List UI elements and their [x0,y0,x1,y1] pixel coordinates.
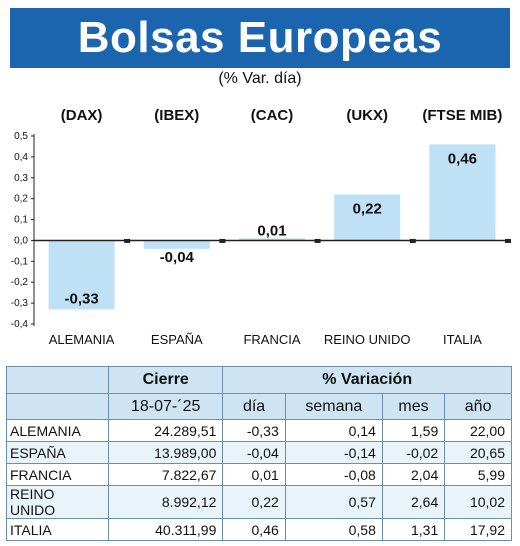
x-category-label: ITALIA [443,332,482,347]
y-tick-label: -0,1 [11,256,29,267]
row-anio: 20,65 [444,441,512,464]
bar-value-label: -0,04 [160,249,195,266]
bar [334,194,401,241]
row-mes: 2,04 [381,463,446,486]
row-anio: 17,92 [444,518,512,541]
row-name: ITALIA [6,518,109,541]
row-name: FRANCIA [6,463,109,486]
x-category-label: ESPAÑA [151,332,203,347]
zero-line-separator [505,238,511,243]
table-row: ESPAÑA 13.989,00 -0,04 -0,14 -0,02 20,65 [6,441,512,464]
row-cierre: 7.822,67 [107,463,224,486]
bar [48,240,115,310]
row-cierre: 40.311,99 [107,518,224,541]
header-empty-cell [6,393,109,420]
y-tick-label: -0,3 [11,298,29,309]
header-empty-cell [6,366,109,394]
bar [239,238,305,241]
y-tick-label: 0,4 [14,152,28,163]
row-semana: -0,08 [284,463,383,486]
bar-value-label: 0,22 [353,200,382,217]
y-tick-label: -0,4 [11,319,29,330]
row-semana: -0,14 [284,441,383,464]
zero-line-separator [219,238,226,243]
row-semana: 0,14 [284,419,383,442]
index-label: (FTSE MIB) [422,107,502,124]
y-tick-label: 0,2 [14,194,28,205]
row-name: ALEMANIA [6,419,109,442]
bar-value-label: 0,01 [257,222,286,239]
row-cierre: 13.989,00 [107,441,224,464]
table-header-row-2: 18-07-´25 día semana mes año [6,393,512,420]
row-mes: 1,31 [381,518,446,541]
y-tick-label: 0,5 [14,131,28,142]
bar [429,144,496,241]
row-name: REINO UNIDO [6,485,109,519]
header-fecha: 18-07-´25 [107,393,224,420]
bar [143,240,210,249]
row-anio: 5,99 [444,463,512,486]
table-row: FRANCIA 7.822,67 0,01 -0,08 2,04 5,99 [6,463,512,486]
x-category-label: ALEMANIA [49,332,115,347]
row-anio: 22,00 [444,419,512,442]
table-row: ITALIA 40.311,99 0,46 0,58 1,31 17,92 [6,518,512,541]
header-anio: año [444,393,512,420]
y-tick-label: -0,2 [11,277,29,288]
header-cierre: Cierre [107,366,224,394]
row-dia: -0,33 [222,419,286,442]
row-mes: 2,64 [381,485,446,519]
table-row: REINO UNIDO 8.992,12 0,22 0,57 2,64 10,0… [6,485,512,519]
table-row: ALEMANIA 24.289,51 -0,33 0,14 1,59 22,00 [6,419,512,442]
header-mes: mes [381,393,446,420]
y-tick-label: 0,0 [14,235,28,246]
zero-line-separator [409,238,416,243]
row-anio: 10,02 [444,485,512,519]
table-header-row-1: Cierre % Variación [6,366,512,394]
x-category-label: FRANCIA [243,332,300,347]
index-label: (IBEX) [154,107,199,124]
zero-line-separator [314,238,321,243]
row-cierre: 8.992,12 [107,485,224,519]
index-label: (CAC) [251,107,294,124]
row-name: ESPAÑA [6,441,109,464]
x-category-label: REINO UNIDO [324,332,411,347]
row-mes: -0,02 [381,441,446,464]
row-dia: 0,01 [222,463,286,486]
index-table: Cierre % Variación 18-07-´25 día semana … [6,366,512,541]
row-mes: 1,59 [381,419,446,442]
header-variacion: % Variación [222,366,512,394]
index-label: (UKX) [346,107,388,124]
row-dia: 0,22 [222,485,286,519]
y-tick-label: 0,3 [14,173,28,184]
bar-value-label: 0,46 [448,150,477,167]
chart-subtitle: (% Var. día) [218,70,302,87]
title-banner: Bolsas Europeas [10,8,510,68]
header-dia: día [222,393,286,420]
bar-value-label: -0,33 [64,290,98,307]
y-tick-label: 0,1 [14,215,28,226]
bar-chart: 0,5 0,4 0,3 0,2 0,1 0,0 -0,1 -0,2 -0,3 -0,4 -0,33 (… [11,107,511,347]
row-dia: 0,46 [222,518,286,541]
page-title: Bolsas Europeas [77,13,443,62]
zero-line-separator [124,238,131,243]
row-semana: 0,57 [284,485,383,519]
row-semana: 0,58 [284,518,383,541]
header-semana: semana [284,393,383,420]
row-cierre: 24.289,51 [107,419,224,442]
index-label: (DAX) [61,107,103,124]
row-dia: -0,04 [222,441,286,464]
